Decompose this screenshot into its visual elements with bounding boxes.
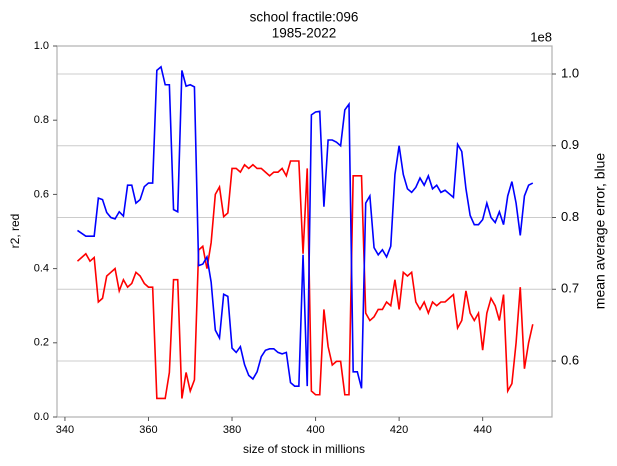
y2-tick-label: 1.0 xyxy=(561,65,579,80)
y-tick-label: 0.8 xyxy=(34,114,49,126)
y-tick-label: 1.0 xyxy=(34,40,49,52)
x-tick-label: 360 xyxy=(139,424,157,436)
x-tick-label: 420 xyxy=(390,424,408,436)
x-tick-label: 400 xyxy=(306,424,324,436)
y-tick-label: 0.6 xyxy=(34,188,49,200)
y2-offset: 1e8 xyxy=(530,29,552,44)
y2-tick-label: 0.8 xyxy=(561,209,579,224)
x-tick-label: 380 xyxy=(223,424,241,436)
y-tick-label: 0.0 xyxy=(34,411,49,423)
y-tick-label: 0.4 xyxy=(34,263,49,275)
x-axis-label: size of stock in millions xyxy=(243,442,365,456)
x-tick-label: 340 xyxy=(56,424,74,436)
y2-tick-label: 0.7 xyxy=(561,281,579,296)
series-line xyxy=(76,160,534,400)
y2-tick-label: 0.9 xyxy=(561,137,579,152)
x-tick-label: 440 xyxy=(473,424,491,436)
plot-frame xyxy=(56,45,553,418)
series-line xyxy=(77,65,534,389)
chart-subtitle: 1985-2022 xyxy=(272,26,337,41)
chart-title: school fractile:096 xyxy=(250,10,359,25)
y2-tick-label: 0.6 xyxy=(561,352,579,367)
y-tick-label: 0.2 xyxy=(34,337,49,349)
y2-axis-label: mean average error, blue xyxy=(592,153,608,310)
y-axis-label: r2, red xyxy=(8,214,22,249)
